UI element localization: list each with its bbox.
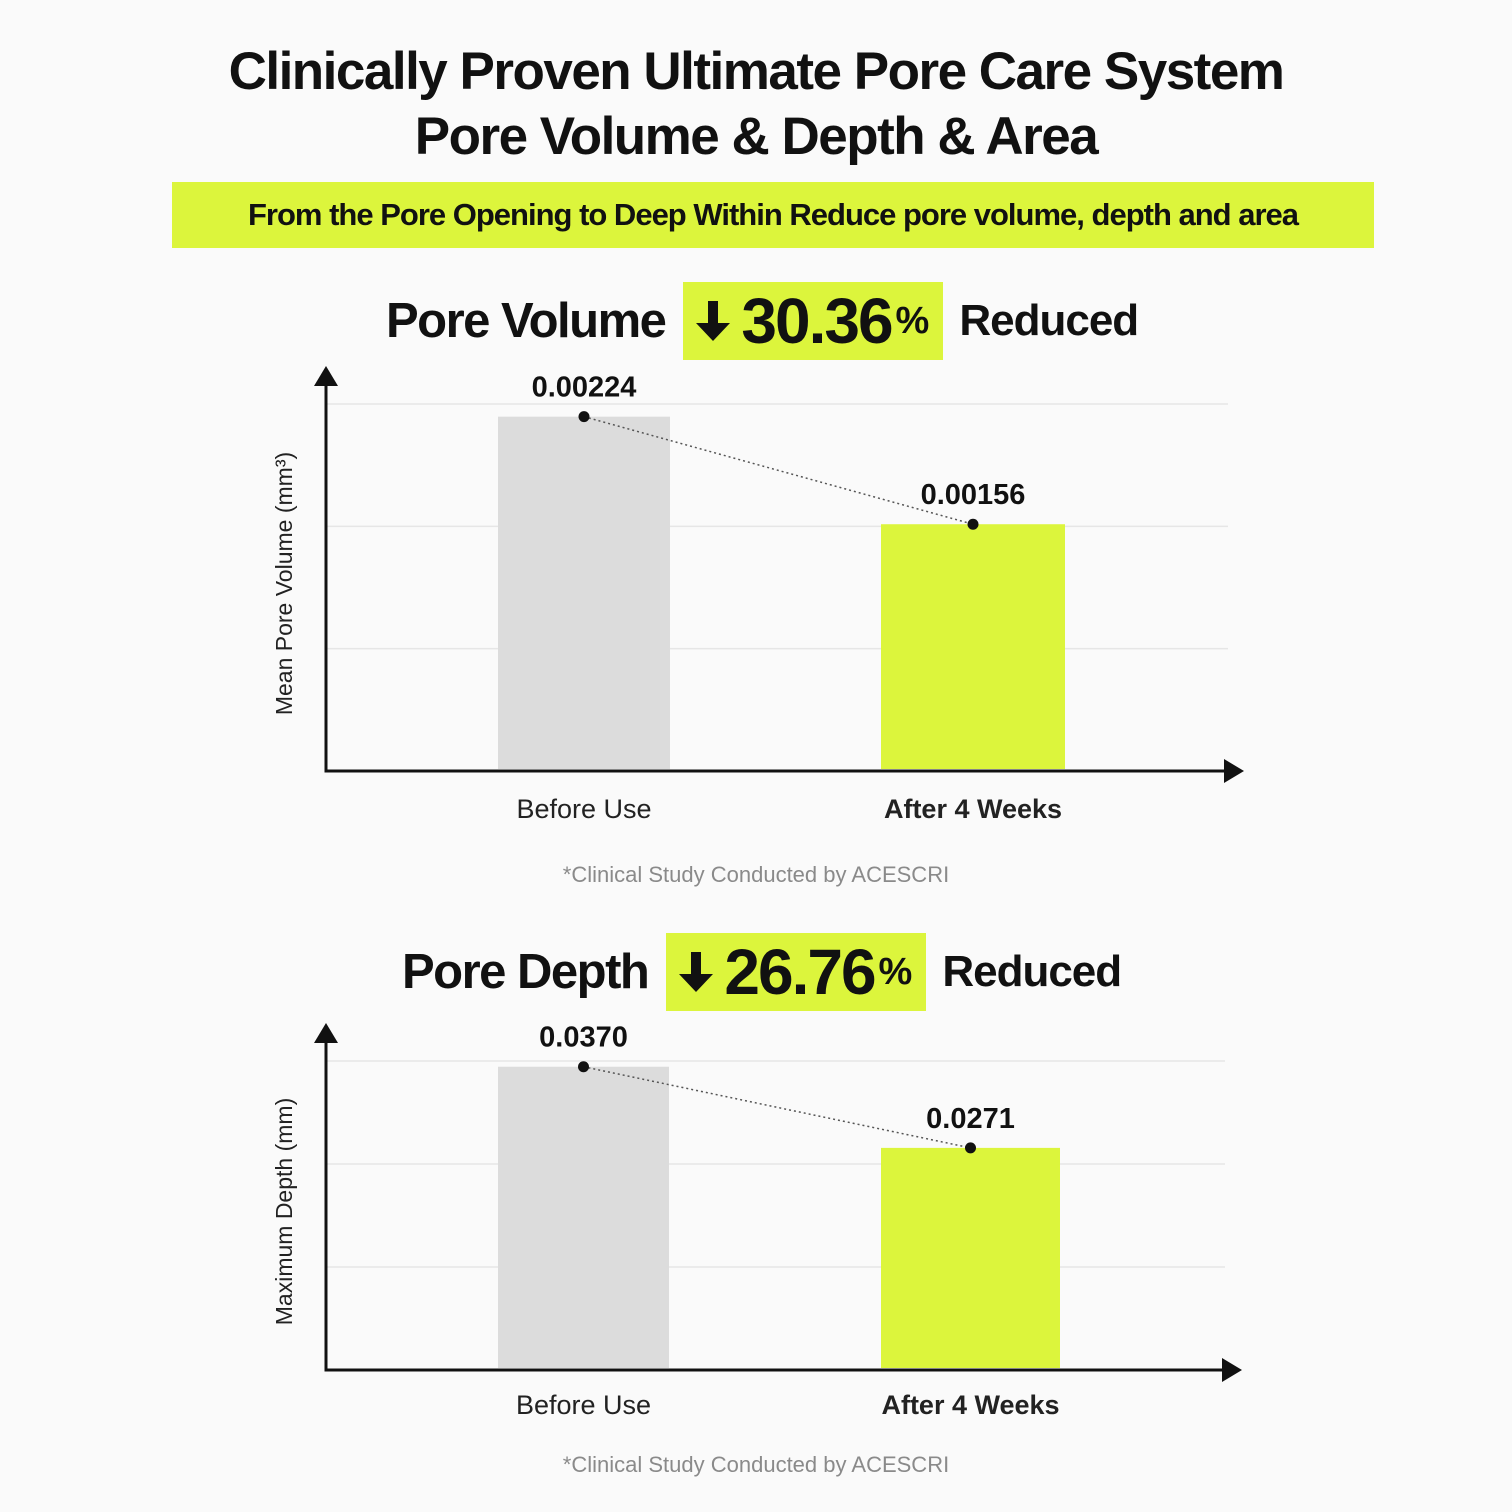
volume-percent-value: 30.36 bbox=[741, 285, 893, 357]
x-axis-arrow-icon bbox=[1222, 1358, 1242, 1382]
category-label: After 4 Weeks bbox=[881, 1390, 1059, 1420]
volume-footnote: *Clinical Study Conducted by ACESCRI bbox=[0, 862, 1512, 888]
tagline-text: From the Pore Opening to Deep Within Red… bbox=[247, 197, 1299, 232]
pore-volume-chart: 0.00224 Before Use 0.00156 After 4 Weeks Mea… bbox=[271, 366, 1244, 824]
y-axis-label: Mean Pore Volume (mm³) bbox=[271, 452, 297, 715]
pore-depth-chart: 0.0370 Before Use 0.0271 After 4 Weeks Maxim… bbox=[271, 1022, 1242, 1420]
arrow-down-icon bbox=[696, 301, 731, 341]
data-label: 0.00224 bbox=[532, 372, 637, 404]
bar-before-use bbox=[498, 416, 670, 769]
category-label: After 4 Weeks bbox=[884, 794, 1062, 824]
depth-percent-value: 26.76 bbox=[724, 936, 876, 1008]
page-subtitle: Pore Volume & Depth & Area bbox=[0, 110, 1512, 163]
depth-metric-label: Pore Depth bbox=[402, 945, 650, 999]
trend-line bbox=[583, 1066, 971, 1149]
title-line-1: Clinically Proven Ultimate Pore Care Sys… bbox=[228, 42, 1285, 101]
data-point bbox=[965, 1142, 976, 1154]
trend-line bbox=[583, 415, 974, 525]
depth-footnote: *Clinical Study Conducted by ACESCRI bbox=[0, 1452, 1512, 1478]
volume-headline: Pore Volume 30.36 % Reduced bbox=[386, 282, 1139, 360]
y-axis-arrow-icon bbox=[314, 1023, 338, 1043]
volume-metric-label: Pore Volume bbox=[386, 294, 667, 348]
depth-reduced-label: Reduced bbox=[942, 947, 1122, 996]
bar-after-4-weeks bbox=[881, 1147, 1060, 1368]
category-label: Before Use bbox=[516, 1390, 651, 1420]
x-axis-arrow-icon bbox=[1224, 759, 1244, 783]
data-label: 0.0271 bbox=[926, 1103, 1015, 1135]
data-point bbox=[578, 1061, 589, 1073]
data-label: 0.00156 bbox=[921, 479, 1026, 511]
depth-percent-badge: 26.76 % bbox=[666, 933, 927, 1011]
depth-headline: Pore Depth 26.76 % Reduced bbox=[402, 933, 1122, 1011]
volume-footnote-text: *Clinical Study Conducted by ACESCRI bbox=[562, 862, 950, 887]
y-axis-arrow-icon bbox=[314, 366, 338, 386]
data-point bbox=[967, 518, 979, 530]
category-label: Before Use bbox=[516, 794, 651, 824]
depth-footnote-text: *Clinical Study Conducted by ACESCRI bbox=[562, 1452, 950, 1477]
volume-percent-sign: % bbox=[895, 299, 930, 342]
tagline-band: From the Pore Opening to Deep Within Red… bbox=[172, 182, 1374, 248]
y-axis-label: Maximum Depth (mm) bbox=[271, 1098, 297, 1325]
title-line-2: Pore Volume & Depth & Area bbox=[414, 107, 1099, 166]
page-title: Clinically Proven Ultimate Pore Care Sys… bbox=[0, 45, 1512, 98]
bar-after-4-weeks bbox=[881, 524, 1065, 769]
data-label: 0.0370 bbox=[539, 1022, 628, 1054]
volume-percent-badge: 30.36 % bbox=[683, 282, 944, 360]
depth-percent-sign: % bbox=[878, 950, 913, 993]
volume-reduced-label: Reduced bbox=[959, 296, 1139, 345]
bar-before-use bbox=[498, 1066, 669, 1368]
data-point bbox=[578, 411, 590, 423]
arrow-down-icon bbox=[679, 952, 714, 992]
